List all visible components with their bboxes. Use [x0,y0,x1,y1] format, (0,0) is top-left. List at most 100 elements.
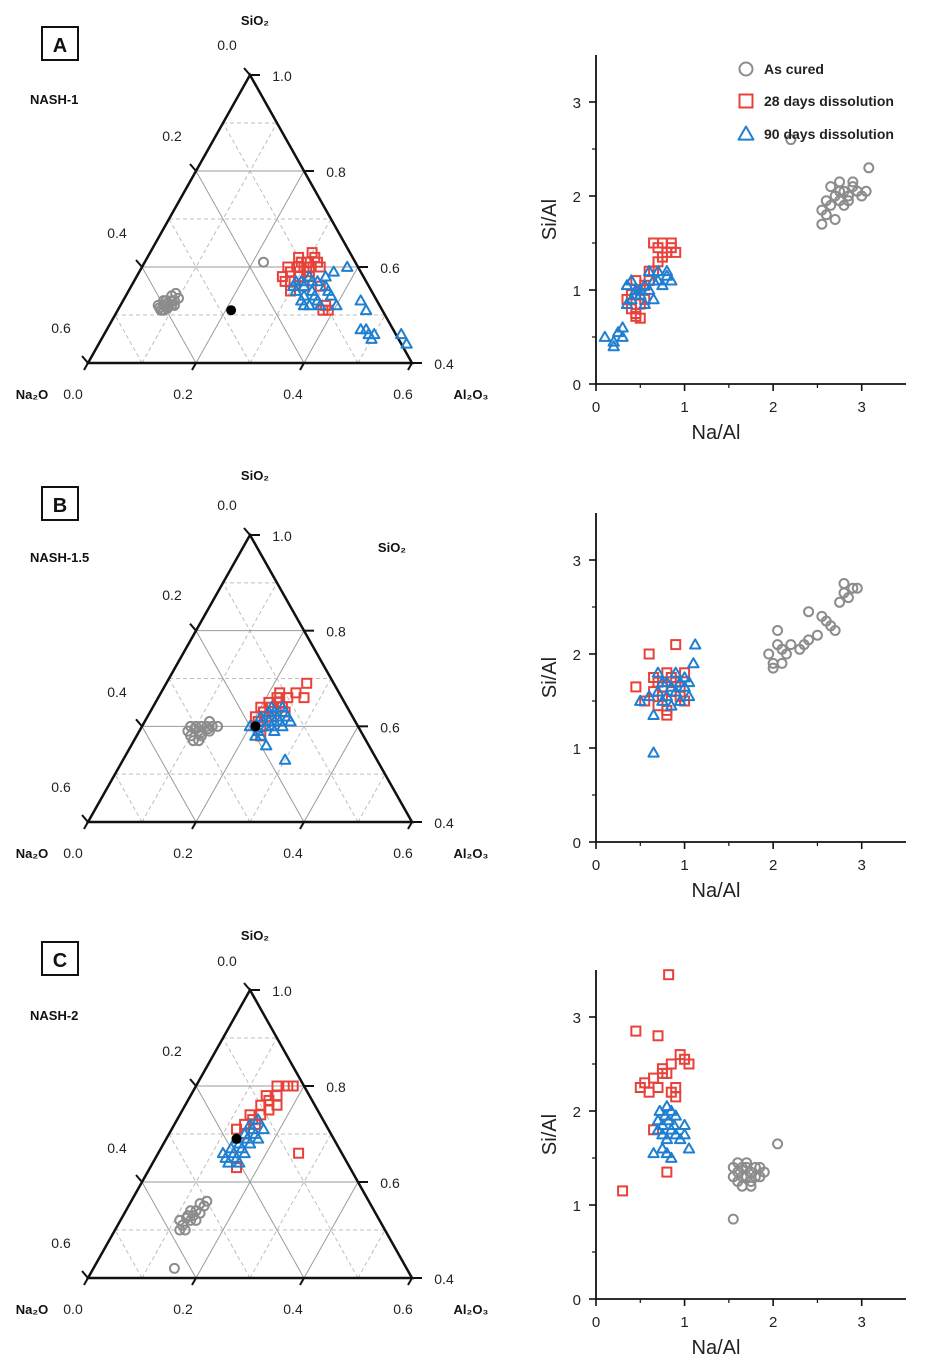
x-tick-label: 2 [769,399,777,416]
y-tick-label: 2 [573,647,581,664]
scatter-point [665,274,678,286]
ternary-tick-label: 0.0 [63,845,83,861]
ternary-point [233,1156,246,1168]
scatter-point [682,676,696,688]
scatter-point [665,699,678,711]
panel-letter: A [53,35,67,57]
scatter-point [648,1072,660,1084]
scatter-series-triangle [634,638,702,758]
x-tick-label: 2 [769,1314,777,1331]
ternary-point [324,289,338,301]
scatter-point [647,1147,660,1159]
scatter-point [847,176,859,188]
ternary-tick-label: 1.0 [272,68,292,84]
panel-letter-box [41,26,79,61]
ternary-series-square [231,1080,305,1174]
scatter-point [661,709,673,721]
scatter-point [825,199,837,211]
x-axis-label: Na/Al [692,880,741,902]
ternary-point [354,294,367,306]
y-tick-label: 3 [573,553,581,570]
x-tick-label: 0 [592,857,600,874]
ternary-tick-label: 0.4 [434,1271,454,1287]
ternary-grid-line [141,1037,278,1279]
scatter-series-square [617,969,695,1197]
ternary-grid-line [303,1181,359,1279]
y-axis-label: Si/Al [539,1114,561,1155]
ternary-extra-label: SiO₂ [378,540,406,555]
x-tick-label: 0 [592,399,600,416]
ternary-grid-line [195,170,305,364]
ternary-tick [135,1174,143,1183]
ternary-point [204,716,215,728]
scatter-point [652,1082,664,1093]
ternary-tick-label: 0.8 [326,624,346,640]
ternary-series-triangle [287,260,413,349]
ternary-plot-c: 0.0 0.2 0.4 0.6 0.4 0.6 0.8 1.0 0.6 0.4 0.2 0.0 SiO₂… [16,928,489,1317]
y-axis-label: Si/Al [539,657,561,698]
ternary-point [303,270,316,282]
ternary-point [257,1123,270,1135]
scatter-point [803,634,815,646]
ternary-grid-line [357,1229,386,1279]
legend-marker-square [738,93,754,109]
scatter-point [652,1030,664,1042]
ternary-point [174,1224,186,1236]
scatter-point [679,667,691,679]
scatter-point [642,283,656,295]
legend-item: As cured [738,61,824,77]
ternary-point [289,284,303,296]
ternary-tick [299,1277,305,1286]
ternary-point [268,715,281,727]
scatter-point [647,746,660,758]
scatter-point [838,578,850,589]
ternary-tick-label: 0.2 [173,845,193,861]
ternary-grid-line [195,630,305,823]
ternary-point [222,1156,235,1168]
ternary-tick-label: 0.6 [380,1175,400,1191]
ternary-point [194,728,206,740]
scatter-point [803,606,815,618]
ternary-point [301,677,313,689]
scatter-point [834,596,846,608]
ternary-tick [191,821,197,830]
ternary-tick-label: 0.2 [162,1043,182,1059]
ternary-tick-label: 0.0 [63,1301,83,1317]
ternary-vertex-sio2: SiO₂ [241,468,269,483]
scatter-point [842,190,854,202]
scatter-point [776,657,788,669]
ternary-point [168,1262,180,1274]
ternary-grid-line [303,726,359,823]
ternary-grid-line [195,1085,305,1279]
ternary-point [287,1080,299,1092]
ternary-point [170,287,182,299]
ternary-tick [243,982,251,991]
ternary-point [181,1212,193,1224]
scatter-point [785,639,797,651]
ternary-tick-label: 0.0 [63,386,83,402]
scatter-point [847,582,859,594]
ternary-grid-line [222,1037,359,1279]
ternary-vertex-al2o3: Al₂O₃ [454,846,489,861]
scatter-point [682,690,696,702]
x-tick-label: 0 [592,1314,600,1331]
scatter-point [772,625,784,636]
ternary-vertex-na2o: Na₂O [16,1302,49,1317]
scatter-point [665,1104,678,1116]
scatter-point [669,685,682,697]
ternary-point [301,256,313,268]
scatter-point [665,1123,678,1135]
x-tick-label: 2 [769,857,777,874]
ternary-tick [191,362,197,371]
scatter-point [816,218,828,230]
scatter-point [651,265,665,277]
ternary-tick [407,362,413,371]
scatter-point [625,274,638,286]
legend-item: 28 days dissolution [738,93,894,109]
scatter-point [651,1114,665,1126]
ternary-tick [299,821,305,830]
legend-marker-triangle [737,125,755,141]
ternary-origin-point [226,305,237,316]
